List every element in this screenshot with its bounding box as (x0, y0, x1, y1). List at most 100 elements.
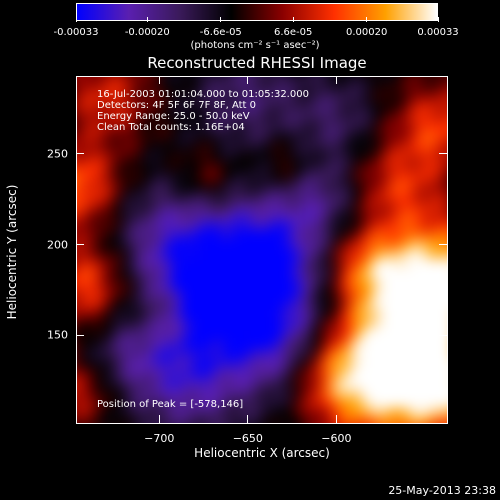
heatmap-cell (281, 259, 293, 271)
heatmap-cell (122, 289, 133, 300)
heatmap-cell (401, 299, 413, 310)
heatmap-cell (301, 328, 313, 339)
heatmap-cell (361, 279, 373, 290)
heatmap-cell (431, 230, 443, 241)
heatmap-cell (341, 92, 353, 103)
heatmap-cell (341, 240, 353, 251)
heatmap-cell (162, 200, 173, 212)
heatmap-cell (311, 309, 323, 320)
heatmap-cell (311, 259, 323, 271)
heatmap-cell (321, 269, 333, 280)
heatmap-cell (441, 240, 447, 251)
heatmap-cell (321, 92, 333, 103)
heatmap-cell (441, 181, 447, 192)
heatmap-cell (102, 279, 113, 290)
heatmap-cell (411, 250, 423, 261)
heatmap-cell (82, 141, 93, 153)
heatmap-cell (351, 122, 363, 133)
heatmap-cell (77, 289, 83, 300)
heatmap-cell (291, 299, 303, 310)
heatmap-cell (431, 338, 443, 349)
heatmap-cell (92, 82, 103, 94)
heatmap-cell (321, 417, 333, 423)
heatmap-cell (431, 161, 443, 172)
heatmap-cell (122, 131, 133, 143)
heatmap-cell (381, 407, 393, 418)
heatmap-cell (401, 141, 413, 153)
heatmap-cell (421, 368, 433, 379)
heatmap-cell (421, 131, 433, 143)
heatmap-cell (112, 387, 123, 398)
heatmap-cell (321, 387, 333, 398)
heatmap-cell (331, 417, 343, 423)
heatmap-plot-area: 16-Jul-2003 01:01:04.000 to 01:05:32.000… (76, 76, 448, 424)
heatmap-cell (341, 407, 353, 418)
heatmap-cell (77, 122, 83, 133)
heatmap-cell (232, 230, 243, 241)
heatmap-cell (77, 171, 83, 182)
heatmap-cell (192, 309, 203, 320)
heatmap-cell (122, 250, 133, 261)
heatmap-cell (321, 220, 333, 231)
heatmap-cell (112, 397, 123, 408)
heatmap-cell (331, 358, 343, 369)
heatmap-cell (401, 220, 413, 231)
heatmap-cell (122, 151, 133, 162)
heatmap-cell (182, 407, 193, 418)
heatmap-cell (122, 82, 133, 94)
heatmap-cell (311, 279, 323, 290)
heatmap-cell (271, 377, 283, 389)
heatmap-cell (192, 82, 203, 94)
heatmap-cell (291, 348, 303, 359)
heatmap-cell (77, 397, 83, 408)
heatmap-cell (401, 387, 413, 398)
heatmap-cell (341, 318, 353, 330)
heatmap-cell (291, 230, 303, 241)
heatmap-cell (262, 77, 273, 84)
heatmap-cell (77, 220, 83, 231)
heatmap-cell (82, 318, 93, 330)
heatmap-cell (252, 368, 263, 379)
heatmap-cell (351, 210, 363, 221)
heatmap-cell (232, 181, 243, 192)
heatmap-cell (311, 387, 323, 398)
heatmap-cell (192, 77, 203, 84)
heatmap-cell (331, 92, 343, 103)
heatmap-cell (77, 250, 83, 261)
heatmap-cell (212, 368, 223, 379)
heatmap-cell (421, 200, 433, 212)
heatmap-cell (202, 220, 213, 231)
time-range-annotation: 16-Jul-2003 01:01:04.000 to 01:05:32.000 (97, 89, 309, 100)
heatmap-cell (311, 230, 323, 241)
heatmap-cell (271, 240, 283, 251)
heatmap-cell (102, 151, 113, 162)
heatmap-cell (102, 210, 113, 221)
heatmap-cell (262, 368, 273, 379)
heatmap-cell (381, 338, 393, 349)
heatmap-cell (401, 82, 413, 94)
heatmap-cell (202, 328, 213, 339)
heatmap-cell (401, 131, 413, 143)
heatmap-cell (202, 112, 213, 123)
heatmap-cell (82, 230, 93, 241)
heatmap-cell (371, 338, 383, 349)
heatmap-cell (162, 250, 173, 261)
heatmap-cell (142, 250, 153, 261)
heatmap-cell (222, 92, 233, 103)
heatmap-cell (411, 328, 423, 339)
heatmap-cell (411, 338, 423, 349)
heatmap-cell (232, 240, 243, 251)
heatmap-cell (421, 417, 433, 423)
heatmap-cell (112, 358, 123, 369)
heatmap-cell (311, 407, 323, 418)
heatmap-cell (192, 407, 203, 418)
heatmap-cell (381, 77, 393, 84)
heatmap-cell (222, 358, 233, 369)
colorbar-tick-label: -0.00020 (124, 27, 170, 38)
heatmap-cell (361, 259, 373, 271)
energy-range-annotation: Energy Range: 25.0 - 50.0 keV (97, 111, 250, 122)
heatmap-cell (102, 318, 113, 330)
heatmap-cell (351, 368, 363, 379)
heatmap-cell (371, 279, 383, 290)
heatmap-cell (341, 368, 353, 379)
